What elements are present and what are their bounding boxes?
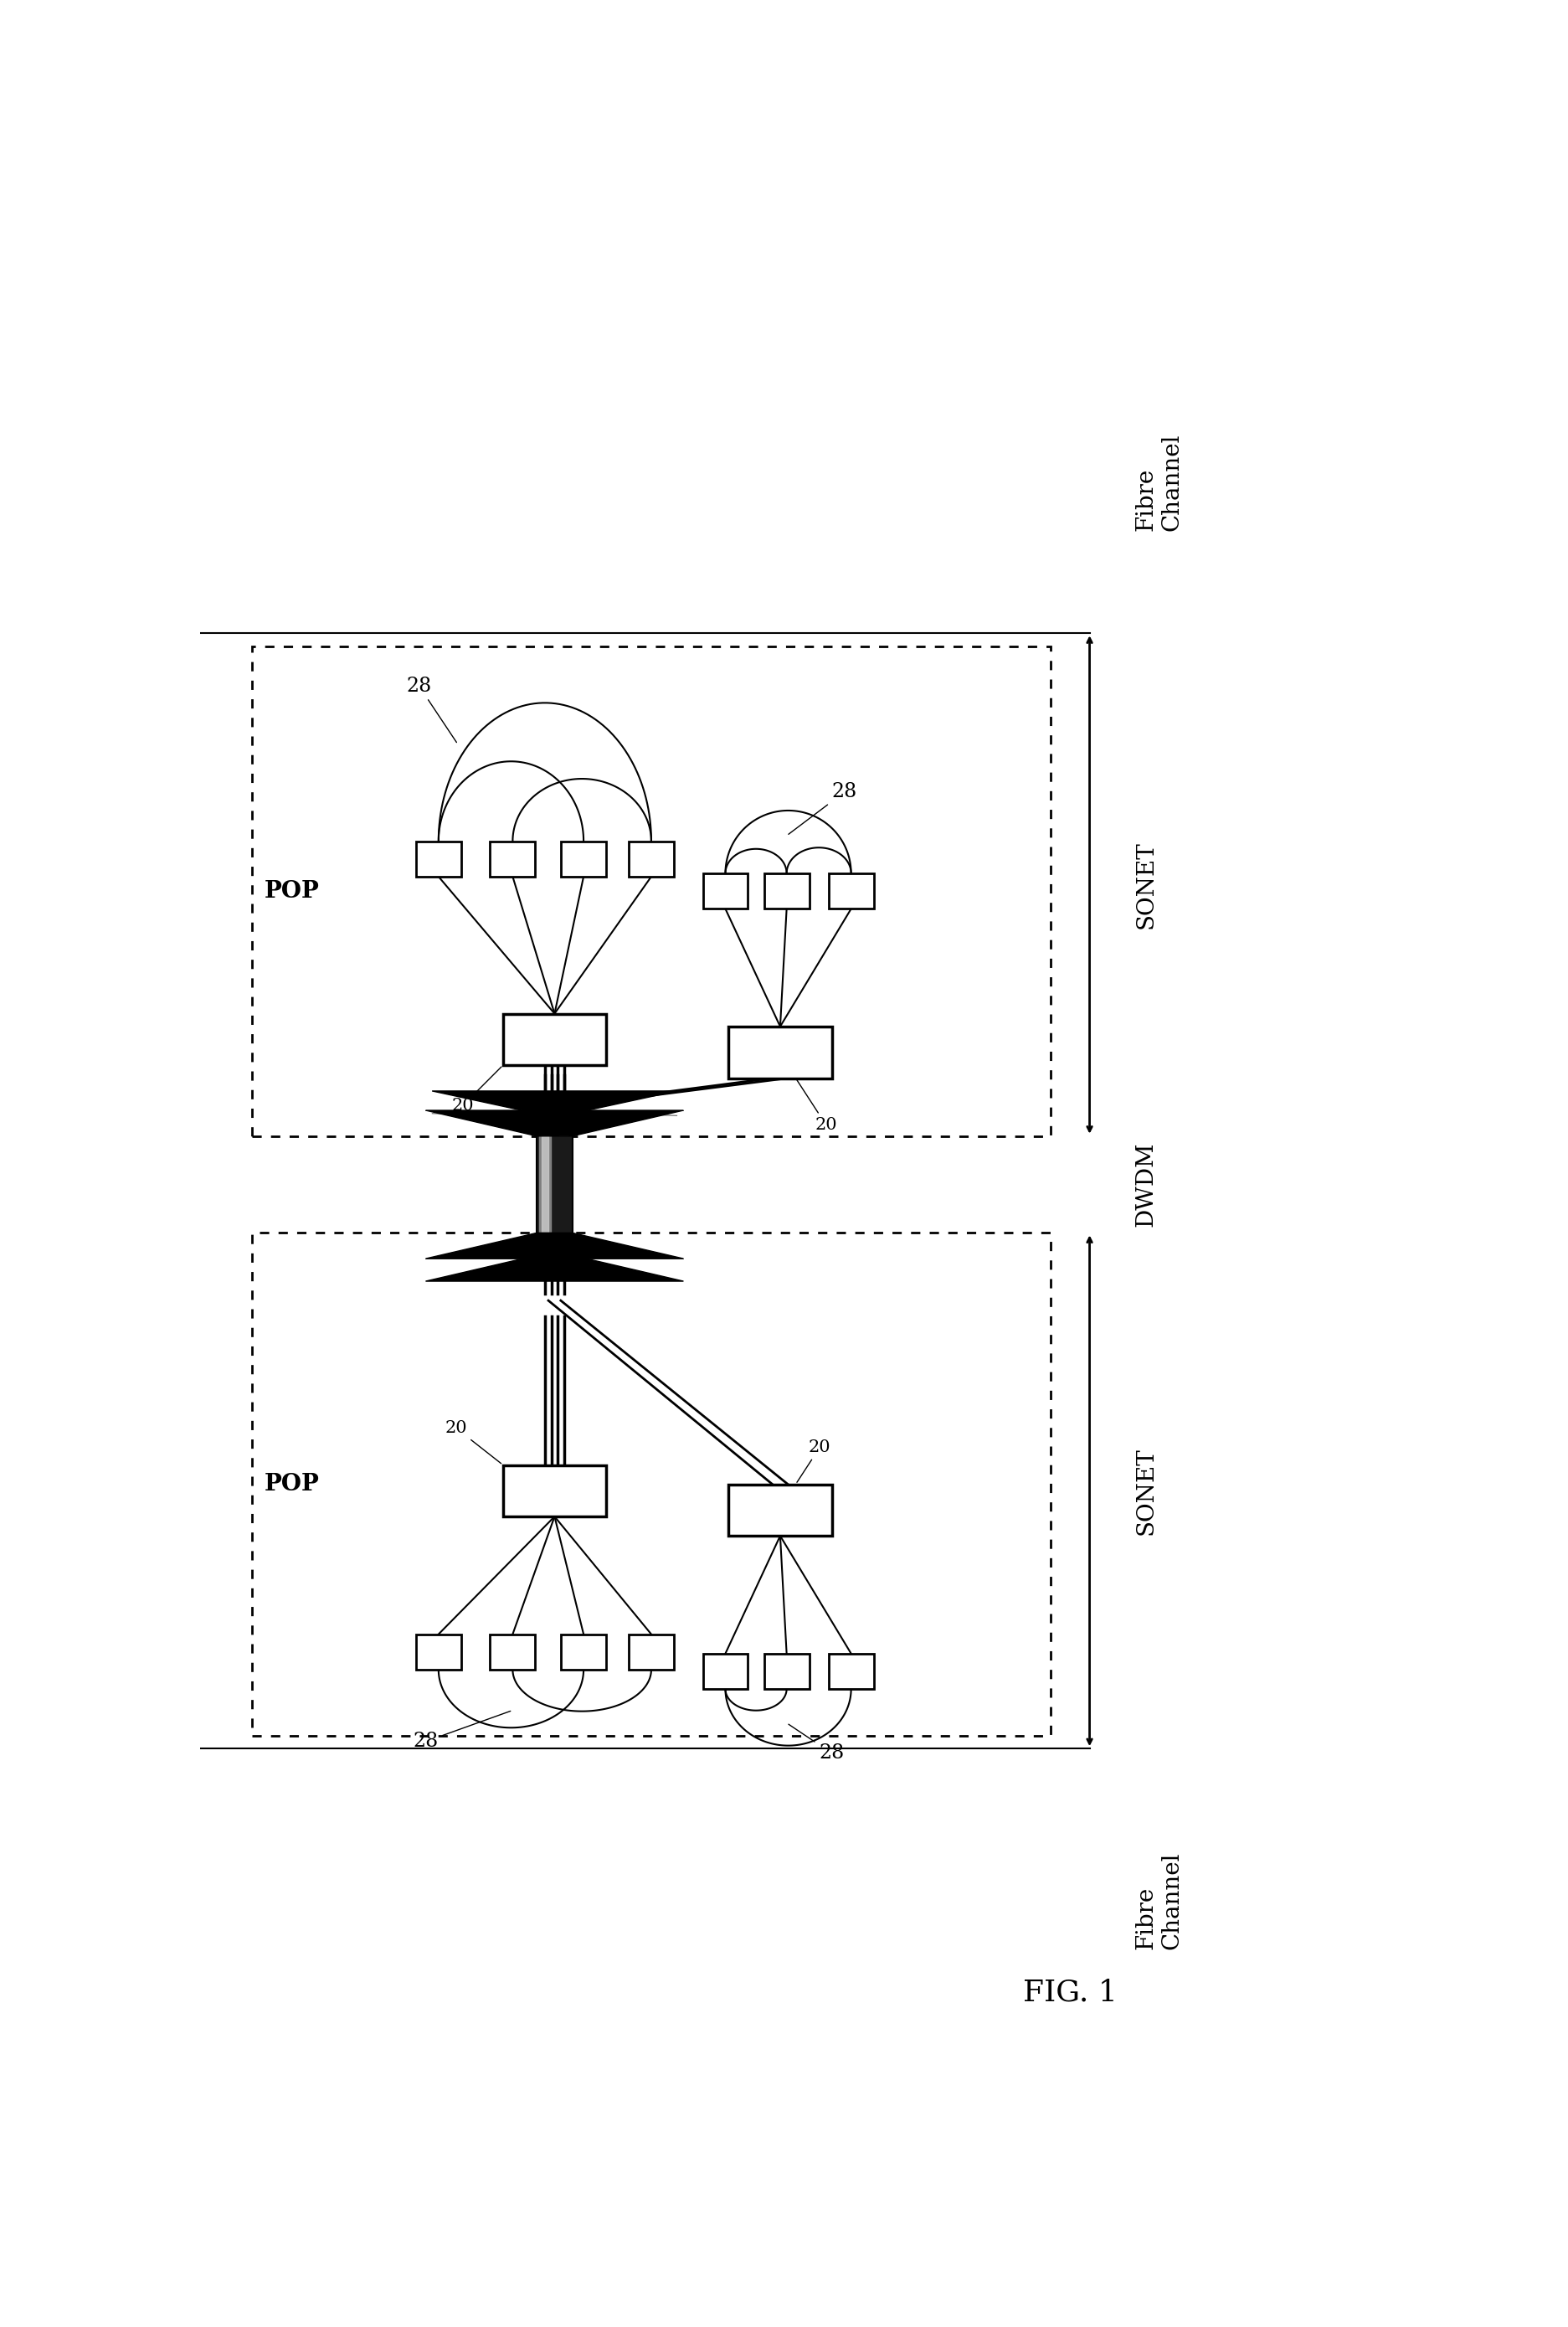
Polygon shape xyxy=(425,1254,684,1282)
Bar xyxy=(764,1654,809,1689)
Text: 28: 28 xyxy=(406,677,456,742)
Text: SONET: SONET xyxy=(1134,1447,1157,1533)
Text: DWDM: DWDM xyxy=(1134,1143,1157,1226)
Bar xyxy=(728,1485,831,1536)
Bar xyxy=(251,647,1051,1136)
Bar xyxy=(764,873,809,910)
Bar xyxy=(489,1634,535,1671)
Text: 20: 20 xyxy=(797,1440,831,1482)
Bar xyxy=(503,1015,605,1066)
Bar xyxy=(828,873,873,910)
Text: POP: POP xyxy=(265,1473,320,1496)
Bar xyxy=(728,1026,831,1077)
Text: FIG. 1: FIG. 1 xyxy=(1022,1978,1116,2006)
Bar xyxy=(536,1136,572,1233)
Bar xyxy=(503,1466,605,1517)
Text: 20: 20 xyxy=(452,1066,502,1115)
Bar xyxy=(561,840,605,877)
Bar xyxy=(561,1634,605,1671)
Bar xyxy=(251,1233,1051,1736)
Text: POP: POP xyxy=(265,880,320,903)
Bar xyxy=(416,840,461,877)
Bar xyxy=(489,840,535,877)
Text: Fibre
Channel: Fibre Channel xyxy=(1134,1852,1182,1950)
Bar xyxy=(702,873,748,910)
Bar xyxy=(702,1654,748,1689)
Polygon shape xyxy=(425,1110,684,1136)
Text: 28: 28 xyxy=(789,1724,844,1762)
Polygon shape xyxy=(425,1233,684,1259)
Text: Fibre
Channel: Fibre Channel xyxy=(1134,433,1182,531)
Text: 28: 28 xyxy=(412,1710,510,1752)
Bar xyxy=(629,840,674,877)
Text: 28: 28 xyxy=(789,782,856,835)
Bar xyxy=(629,1634,674,1671)
Text: 20: 20 xyxy=(797,1080,837,1133)
Text: SONET: SONET xyxy=(1134,840,1157,928)
Polygon shape xyxy=(431,1091,677,1115)
Bar xyxy=(416,1634,461,1671)
Text: 20: 20 xyxy=(445,1419,500,1464)
Bar xyxy=(828,1654,873,1689)
